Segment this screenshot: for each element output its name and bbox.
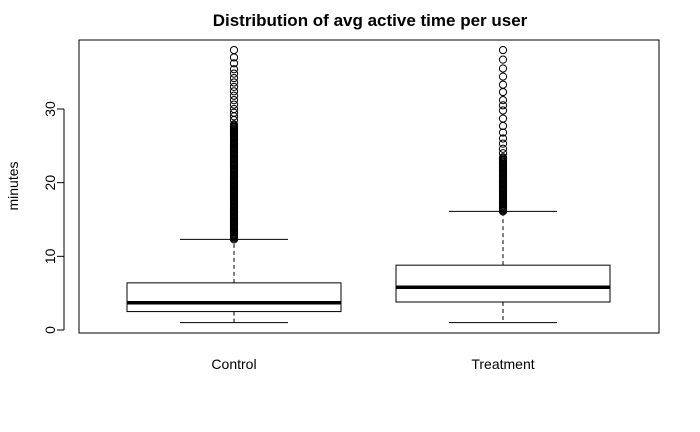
iqr-box (126, 282, 342, 313)
y-axis: 0 10 20 30 (42, 101, 65, 334)
outlier-point (498, 64, 508, 73)
outlier-point (229, 45, 239, 55)
y-tick-label: 30 (42, 101, 58, 117)
outlier-point (498, 139, 508, 148)
outlier-point (498, 87, 508, 97)
iqr-box (395, 264, 611, 303)
outlier-point (498, 114, 508, 123)
outlier-point (498, 101, 508, 110)
outlier-point (498, 45, 508, 55)
outliers (498, 45, 508, 216)
x-tick-label-treatment: Treatment (471, 356, 534, 372)
x-axis: Control Treatment (211, 356, 534, 372)
outliers (229, 45, 239, 244)
outlier-point (229, 78, 239, 87)
outlier-point (229, 59, 239, 68)
outlier-point (229, 65, 239, 74)
outlier-point (498, 72, 508, 81)
outlier-point (498, 96, 508, 105)
outlier-point (229, 100, 239, 109)
boxes-group (126, 45, 611, 324)
outlier-point (498, 121, 508, 131)
outlier-point (229, 91, 239, 100)
box-treatment (395, 45, 611, 324)
outlier-point (229, 82, 239, 92)
outlier-point (498, 149, 508, 158)
outlier-point (498, 55, 508, 64)
y-tick-label: 0 (42, 326, 58, 334)
outlier-point (229, 69, 239, 78)
outlier-point (498, 153, 508, 162)
plot-frame (78, 39, 660, 334)
chart-title: Distribution of avg active time per user (213, 11, 528, 30)
outlier-point (498, 106, 508, 115)
outlier-point (229, 96, 239, 105)
outlier-point (229, 108, 239, 117)
y-tick-label: 10 (42, 248, 58, 264)
box-control (126, 45, 342, 324)
x-tick-label-control: Control (211, 356, 256, 372)
y-tick-label: 20 (42, 175, 58, 191)
outlier-point (498, 134, 508, 143)
y-axis-label: minutes (5, 161, 21, 210)
outlier-point (229, 87, 239, 96)
outlier-point (229, 73, 239, 83)
outlier-point (229, 120, 239, 129)
outlier-point (498, 144, 508, 153)
outlier-point (498, 80, 508, 89)
outlier-point (229, 104, 239, 114)
outlier-point (498, 128, 508, 137)
